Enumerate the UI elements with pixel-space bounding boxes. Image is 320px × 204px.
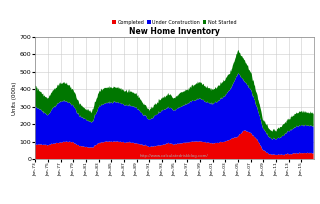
Y-axis label: Units (000s): Units (000s)	[12, 81, 17, 115]
Legend: Completed, Under Construction, Not Started: Completed, Under Construction, Not Start…	[112, 20, 236, 24]
Title: New Home Inventory: New Home Inventory	[129, 27, 220, 36]
Text: http://www.calculatedriskblog.com/: http://www.calculatedriskblog.com/	[140, 154, 209, 158]
